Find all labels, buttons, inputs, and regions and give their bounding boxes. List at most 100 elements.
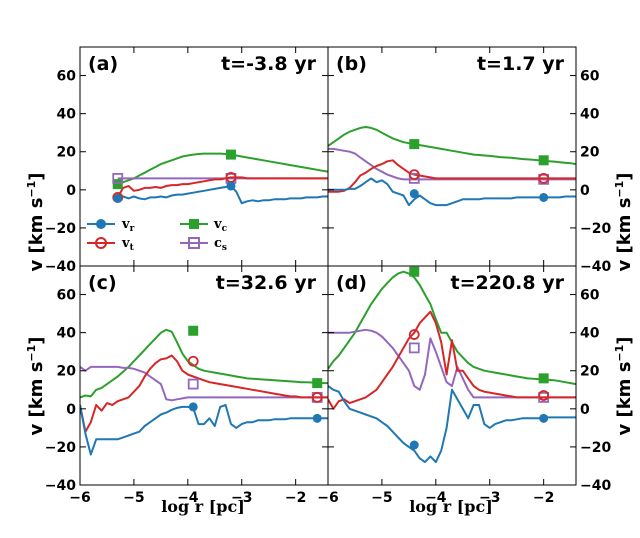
legend-label-cs: cs — [214, 236, 227, 253]
x-tick-label: −6 — [69, 490, 90, 506]
y-tick-label: −20 — [45, 440, 76, 456]
legend-marker-vr — [96, 219, 106, 229]
series-line-cs — [80, 365, 328, 402]
y-tick-label: 40 — [57, 326, 77, 342]
series-line-vc — [80, 328, 328, 399]
panel-2: −40 −20 0 20 40 60 −6 −5 −4 −3 −2 (c) t=32.6 yr — [45, 265, 329, 506]
marker-vt — [408, 329, 420, 340]
panel-series-group — [80, 325, 328, 456]
legend-label-vr: vr — [121, 217, 135, 234]
y-axis-label-top-right: v [km s−1] — [613, 172, 635, 271]
panel-series-group — [328, 126, 576, 207]
x-tick-label: −6 — [317, 490, 338, 506]
marker-vc — [188, 325, 199, 336]
marker-vc — [538, 373, 549, 384]
y-tick-label: 40 — [57, 107, 77, 123]
y-tick-label: 0 — [66, 183, 76, 199]
marker-cs — [408, 342, 420, 354]
marker-vr — [226, 181, 236, 191]
y-tick-label: −20 — [45, 221, 76, 237]
panel-title: t=220.8 yr — [451, 272, 565, 294]
y-tick-label: 20 — [580, 364, 600, 380]
panel-label: (a) — [88, 53, 118, 75]
panel-frame — [79, 46, 329, 267]
panel-title: t=32.6 yr — [216, 272, 317, 294]
marker-vt — [187, 355, 199, 367]
panel-frame — [79, 265, 329, 486]
y-tick-label: 60 — [580, 69, 600, 85]
panel-title: t=1.7 yr — [477, 53, 565, 75]
marker-vr — [188, 402, 198, 412]
y-tick-label: −40 — [580, 478, 611, 494]
series-line-vc — [117, 152, 328, 186]
legend-label-vc: vc — [213, 217, 228, 234]
y-axis-label-bottom-right: v [km s−1] — [613, 336, 635, 435]
y-tick-label: −40 — [45, 478, 76, 494]
marker-cs — [187, 378, 199, 390]
panel-1: −40 −20 0 20 40 60 (b) t=1.7 yr — [327, 46, 611, 275]
series-line-vt — [116, 176, 328, 198]
series-line-vr — [328, 385, 576, 464]
marker-vc — [312, 378, 323, 389]
panel-label: (b) — [336, 53, 367, 75]
marker-vt — [538, 390, 550, 401]
panel-3: −40 −20 0 20 40 60 −6 −5 −4 −3 −2 (d) t=220.8 yr — [317, 265, 611, 506]
legend-marker-vc — [189, 219, 199, 229]
marker-vr — [539, 413, 549, 423]
x-tick-label: −5 — [371, 490, 392, 506]
x-tick-label: −5 — [123, 490, 144, 506]
series-line-vr — [117, 185, 328, 205]
y-tick-label: 0 — [66, 402, 76, 418]
panel-0: −40 −20 0 20 40 60 (a) t=-3.8 yr — [45, 46, 329, 275]
x-axis-label-left: log r [pc] — [161, 497, 245, 516]
legend-marker-cs — [188, 237, 200, 249]
x-tick-label: −3 — [231, 490, 252, 506]
y-tick-label: −40 — [45, 259, 76, 275]
x-tick-label: −4 — [177, 490, 199, 506]
marker-cs — [112, 172, 124, 184]
x-tick-label: −3 — [479, 490, 500, 506]
y-tick-label: 60 — [57, 288, 77, 304]
series-line-vr — [80, 404, 328, 456]
x-tick-label: −4 — [425, 490, 447, 506]
panel-title: t=-3.8 yr — [221, 53, 317, 75]
marker-vc — [409, 139, 420, 150]
marker-cs — [408, 172, 420, 184]
y-tick-label: −20 — [580, 440, 611, 456]
marker-vc — [225, 149, 236, 160]
x-axis-label-right: log r [pc] — [409, 497, 493, 516]
y-tick-label: 20 — [57, 364, 77, 380]
marker-vt — [538, 172, 550, 184]
y-tick-label: 0 — [580, 402, 590, 418]
y-tick-label: 20 — [57, 145, 77, 161]
marker-vr — [409, 440, 419, 450]
legend-marker-vt — [95, 237, 107, 249]
marker-vr — [409, 189, 419, 199]
x-tick-label: −2 — [285, 490, 306, 506]
panel-label: (c) — [88, 272, 117, 294]
panel-series-group — [112, 149, 328, 205]
legend: vr vc vt cs — [87, 217, 228, 253]
marker-vc — [538, 155, 549, 166]
series-line-vt — [328, 310, 576, 410]
panel-series-group — [328, 266, 576, 464]
y-tick-label: 40 — [580, 107, 600, 123]
marker-vc — [112, 179, 123, 190]
y-tick-label: 20 — [580, 145, 600, 161]
y-tick-label: 0 — [580, 183, 590, 199]
y-tick-label: 60 — [57, 69, 77, 85]
marker-vt — [408, 169, 420, 180]
panel-frame — [327, 265, 577, 486]
series-line-vr — [328, 177, 576, 207]
y-tick-label: −20 — [580, 221, 611, 237]
marker-vt — [311, 391, 323, 403]
y-axis-label-bottom-left: v [km s−1] — [25, 336, 47, 435]
panel-label: (d) — [336, 272, 367, 294]
y-axis-label-top-left: v [km s−1] — [25, 172, 47, 271]
x-tick-label: −2 — [533, 490, 554, 506]
series-line-vt — [328, 159, 576, 193]
marker-vr — [539, 192, 549, 202]
marker-vr — [312, 413, 322, 423]
